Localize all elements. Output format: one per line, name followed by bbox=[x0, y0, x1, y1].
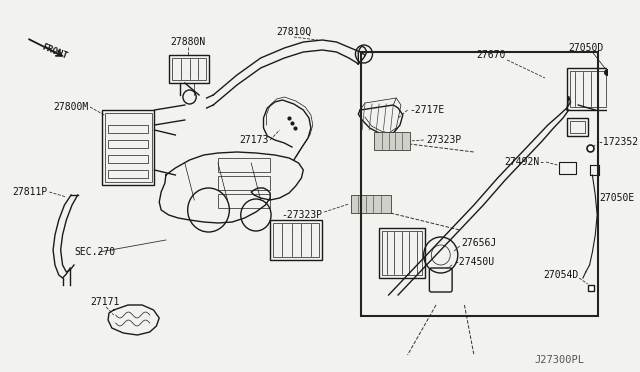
Bar bbox=[108, 140, 148, 148]
Bar bbox=[567, 118, 588, 136]
Text: -172352: -172352 bbox=[597, 137, 638, 147]
Text: 27050E: 27050E bbox=[599, 193, 634, 203]
Text: 27800M: 27800M bbox=[53, 102, 88, 112]
Bar bbox=[361, 52, 598, 316]
Bar bbox=[567, 68, 619, 110]
Bar bbox=[351, 195, 390, 213]
Bar bbox=[570, 121, 585, 133]
Text: -27323P: -27323P bbox=[281, 210, 323, 220]
Bar bbox=[102, 110, 154, 185]
Bar bbox=[273, 223, 319, 257]
Bar bbox=[559, 162, 576, 174]
Text: 27670: 27670 bbox=[476, 50, 506, 60]
Bar bbox=[108, 170, 148, 178]
Text: 27656J: 27656J bbox=[461, 238, 497, 248]
Text: 27050D: 27050D bbox=[568, 43, 604, 53]
Text: 27880N: 27880N bbox=[170, 37, 205, 47]
Text: FRONT: FRONT bbox=[41, 43, 69, 61]
Bar bbox=[374, 132, 410, 150]
Bar bbox=[108, 125, 148, 133]
Text: 27054D: 27054D bbox=[543, 270, 578, 280]
Text: -27450U: -27450U bbox=[453, 257, 494, 267]
Text: 27811P: 27811P bbox=[12, 187, 47, 197]
Text: 27173: 27173 bbox=[239, 135, 269, 145]
Text: 27492N-: 27492N- bbox=[504, 157, 545, 167]
Text: J27300PL: J27300PL bbox=[534, 355, 584, 365]
Bar bbox=[218, 194, 270, 208]
Bar bbox=[382, 231, 422, 275]
Text: 27171: 27171 bbox=[90, 297, 120, 307]
Bar bbox=[108, 155, 148, 163]
Text: 27810Q: 27810Q bbox=[276, 27, 312, 37]
Bar bbox=[379, 228, 424, 278]
Bar bbox=[105, 113, 152, 182]
Bar bbox=[270, 220, 323, 260]
Bar bbox=[570, 71, 616, 107]
Bar bbox=[218, 176, 270, 190]
Bar bbox=[172, 58, 205, 80]
Text: 27323P: 27323P bbox=[426, 135, 462, 145]
Bar bbox=[218, 158, 270, 172]
Text: SEC.270: SEC.270 bbox=[74, 247, 115, 257]
Text: -2717E: -2717E bbox=[410, 105, 445, 115]
